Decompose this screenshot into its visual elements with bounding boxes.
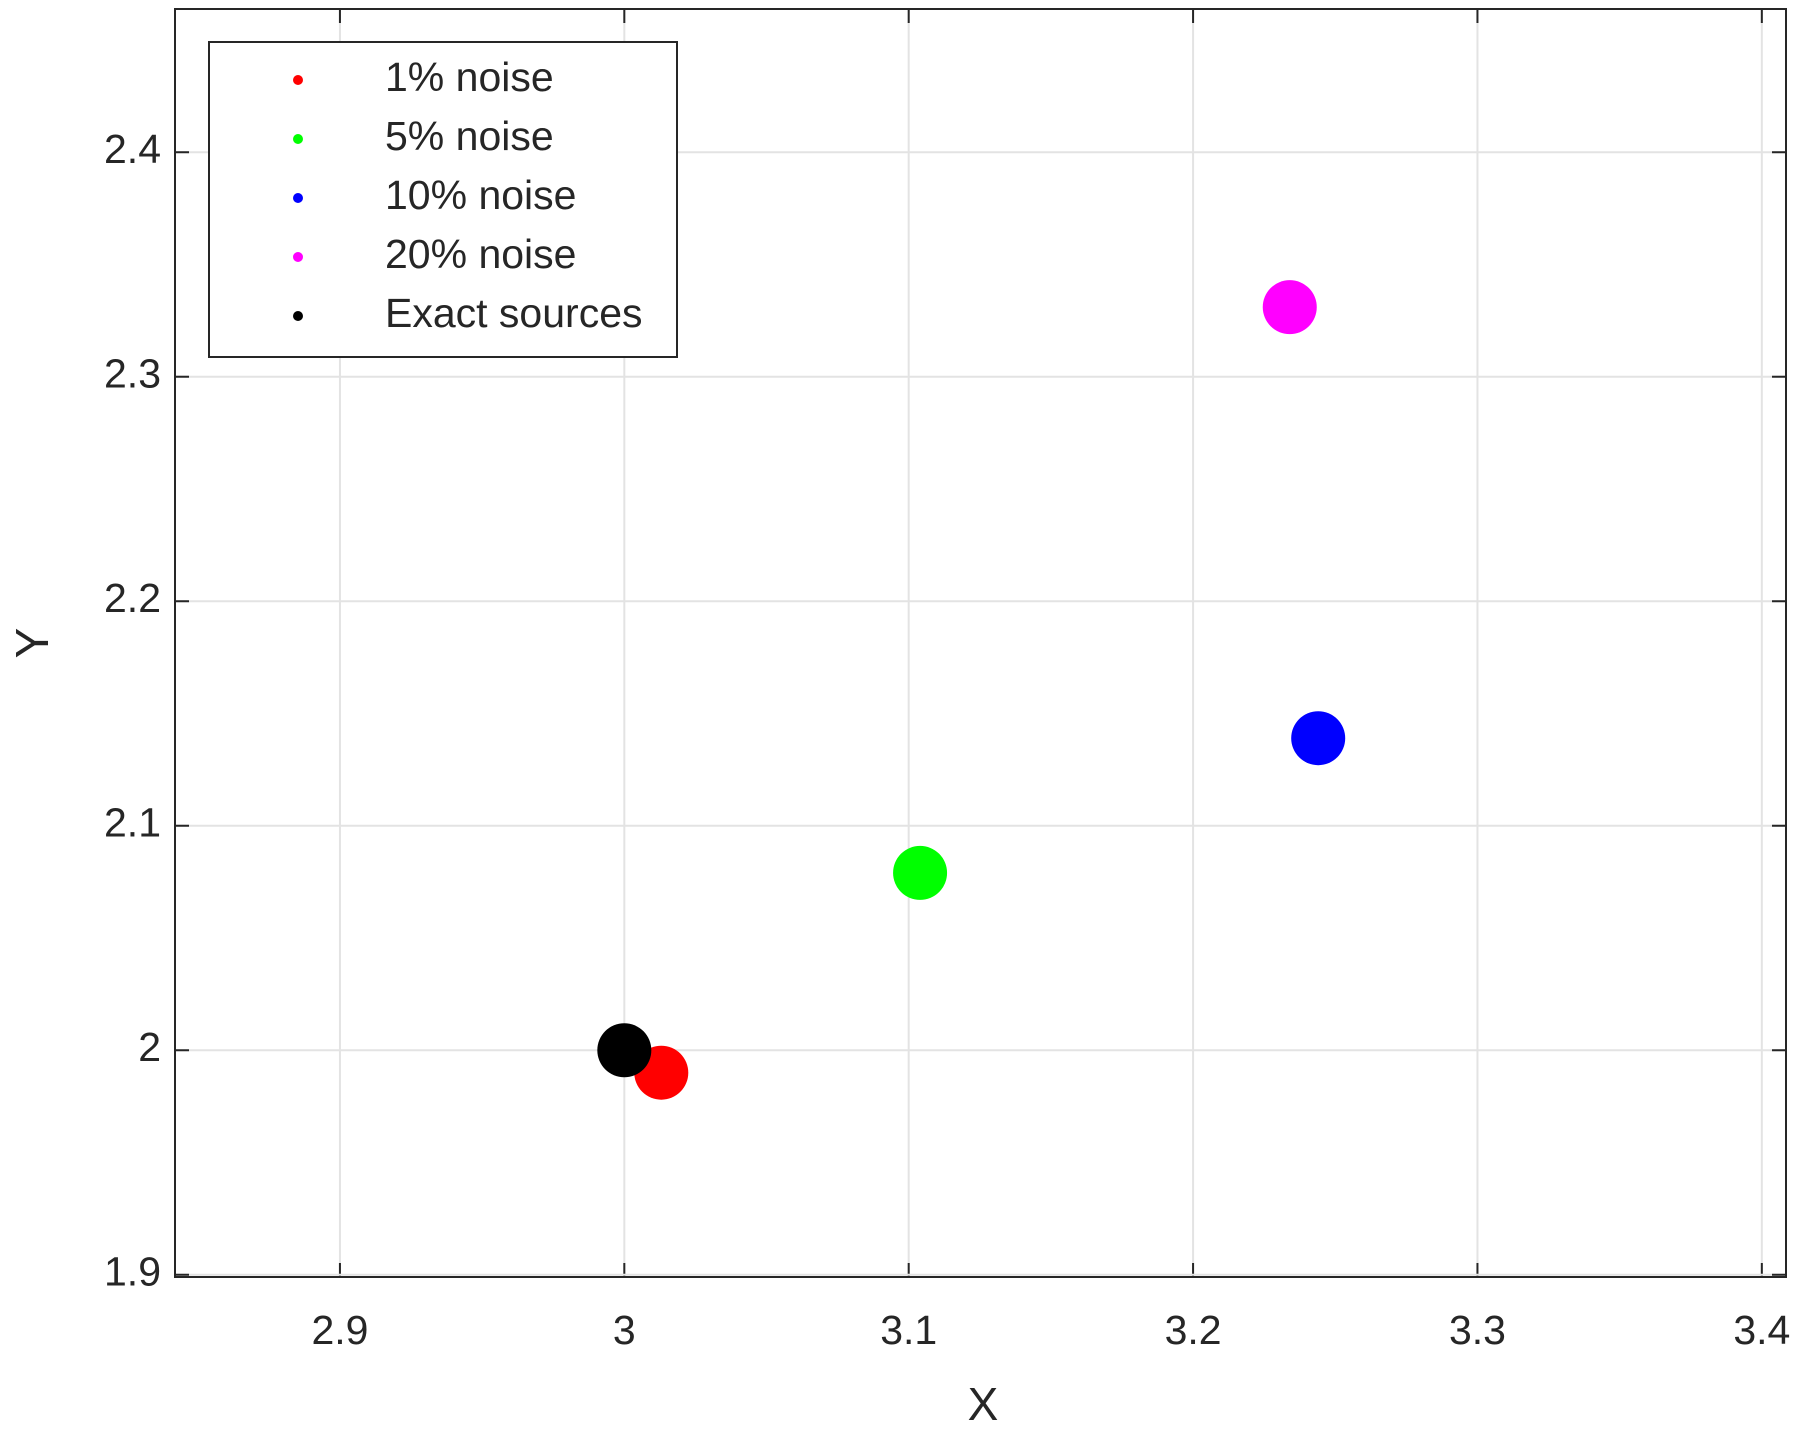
legend-label: 20% noise (385, 231, 576, 277)
point (1262, 280, 1317, 335)
x-axis-label: X (968, 1378, 999, 1430)
y-tick-label: 2.1 (104, 800, 161, 846)
y-axis-label: Y (6, 628, 58, 659)
legend-marker (293, 311, 303, 321)
x-tick-label: 2.9 (311, 1307, 368, 1353)
point (597, 1023, 652, 1078)
legend-marker (293, 193, 303, 203)
legend-label: 5% noise (385, 113, 554, 159)
legend-marker (293, 252, 303, 262)
x-tick-label: 3 (613, 1307, 636, 1353)
legend-label: 10% noise (385, 172, 576, 218)
legend-marker (293, 75, 303, 85)
y-tick-label: 2 (138, 1024, 161, 1070)
y-tick-label: 2.4 (104, 126, 161, 172)
legend-label: 1% noise (385, 54, 554, 100)
x-tick-label: 3.1 (880, 1307, 937, 1353)
y-tick-label: 2.2 (104, 575, 161, 621)
point (893, 845, 948, 900)
plot-frame (174, 8, 1787, 1278)
point (1291, 711, 1346, 766)
y-tick-label: 1.9 (104, 1249, 161, 1295)
legend-marker (293, 134, 303, 144)
x-tick-label: 3.4 (1733, 1307, 1790, 1353)
y-tick-label: 2.3 (104, 351, 161, 397)
x-tick-label: 3.3 (1449, 1307, 1506, 1353)
legend-label: Exact sources (385, 290, 643, 336)
x-tick-label: 3.2 (1165, 1307, 1222, 1353)
legend-box (208, 41, 678, 358)
